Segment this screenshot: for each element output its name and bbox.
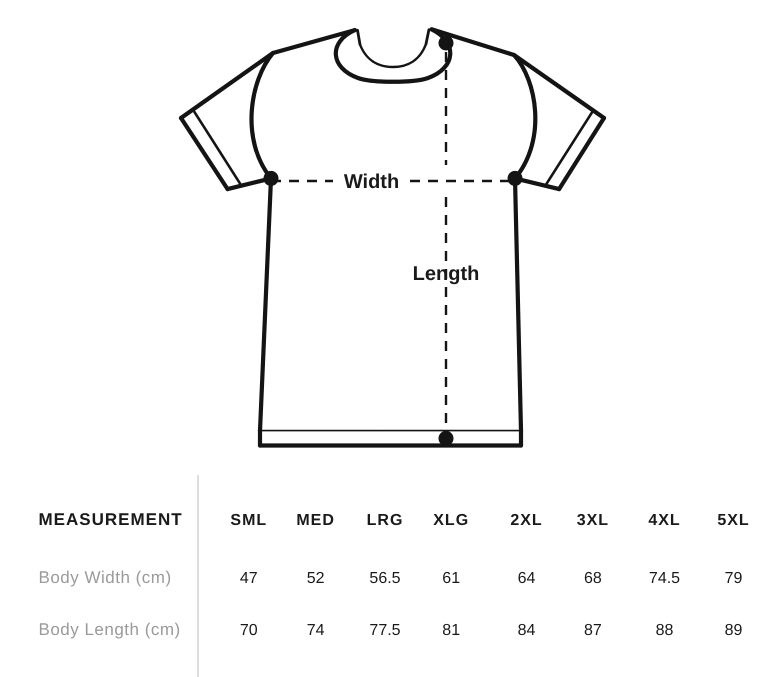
- svg-text:LRG: LRG: [367, 512, 404, 529]
- svg-text:5XL: 5XL: [717, 512, 749, 529]
- svg-text:77.5: 77.5: [369, 622, 400, 639]
- svg-text:2XL: 2XL: [510, 512, 542, 529]
- svg-text:88: 88: [656, 622, 674, 639]
- svg-text:68: 68: [584, 570, 602, 587]
- svg-text:3XL: 3XL: [577, 512, 609, 529]
- svg-text:79: 79: [725, 570, 743, 587]
- svg-text:Body Width (cm): Body Width (cm): [39, 568, 172, 587]
- svg-text:Width: Width: [344, 171, 399, 193]
- svg-text:4XL: 4XL: [648, 512, 680, 529]
- svg-text:Body Length (cm): Body Length (cm): [39, 620, 181, 639]
- svg-text:SML: SML: [230, 512, 267, 529]
- svg-text:81: 81: [442, 622, 460, 639]
- svg-text:89: 89: [725, 622, 743, 639]
- svg-text:74.5: 74.5: [649, 570, 680, 587]
- svg-text:61: 61: [442, 570, 460, 587]
- svg-text:Length: Length: [413, 263, 480, 285]
- svg-text:47: 47: [240, 570, 258, 587]
- svg-text:84: 84: [518, 622, 536, 639]
- svg-text:XLG: XLG: [433, 512, 469, 529]
- svg-text:52: 52: [307, 570, 325, 587]
- svg-text:MED: MED: [296, 512, 335, 529]
- svg-text:64: 64: [518, 570, 536, 587]
- svg-text:70: 70: [240, 622, 258, 639]
- svg-text:MEASUREMENT: MEASUREMENT: [39, 510, 183, 529]
- svg-text:87: 87: [584, 622, 602, 639]
- svg-text:74: 74: [307, 622, 325, 639]
- svg-text:56.5: 56.5: [369, 570, 400, 587]
